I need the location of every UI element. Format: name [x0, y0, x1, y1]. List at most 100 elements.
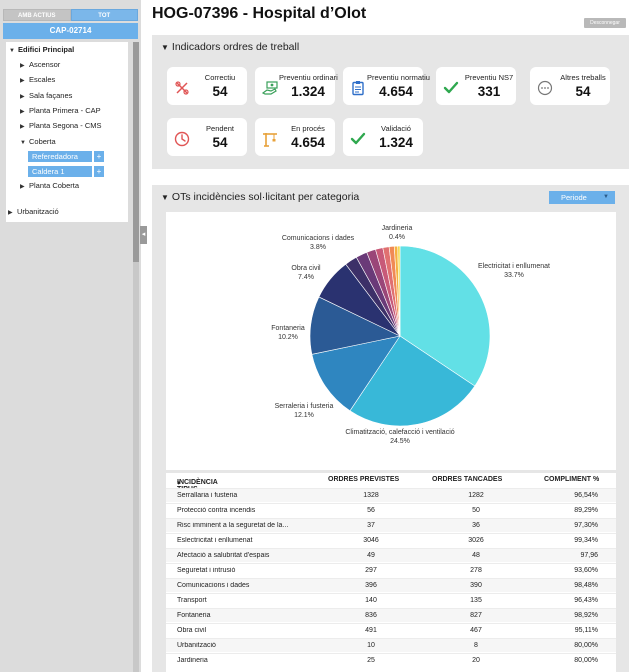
table-row[interactable]: Serrallaria i fusteria 1328 1282 96,54% — [166, 488, 616, 502]
cell-tancades: 50 — [472, 507, 480, 514]
table-row[interactable]: Risc imminent a la seguretat de la... 37 3… — [166, 518, 616, 532]
table-row[interactable]: Afectació a salubritat d'espais 49 48 97,96 — [166, 548, 616, 562]
chip-referedadora[interactable]: Referedadora — [28, 151, 92, 162]
tree-node-urbanitzacio[interactable]: ▶ Urbanització — [8, 206, 59, 218]
kpi-card-preventiu-ns7[interactable]: Preventiu NS7 331 — [436, 67, 516, 105]
cell-tancades: 8 — [474, 642, 478, 649]
clipboard-icon — [352, 81, 364, 96]
cell-tipus: Fontaneria — [177, 612, 211, 619]
kpi-value: 4.654 — [379, 84, 413, 99]
collapse-triangle-icon: ▼ — [161, 43, 169, 52]
tree-node-ascensor[interactable]: ▶ Ascensor — [20, 59, 60, 71]
cell-tancades: 135 — [470, 597, 482, 604]
kpi-value: 1.324 — [291, 84, 325, 99]
cell-tipus: Risc imminent a la seguretat de la... — [177, 522, 289, 529]
table-row[interactable]: Transport 140 135 96,43% — [166, 593, 616, 607]
table-row[interactable]: Seguretat i intrusió 297 278 93,60% — [166, 563, 616, 577]
kpi-label: Preventiu NS7 — [464, 73, 514, 82]
disconnect-button[interactable]: Desconnegar — [584, 18, 626, 28]
wrench-tools-icon — [175, 81, 189, 95]
tree-node-coberta[interactable]: ▼ Coberta — [20, 136, 56, 148]
collapsed-triangle-icon: ▶ — [20, 94, 25, 100]
pie-label: Serraleria i fusteria — [275, 403, 334, 410]
cell-previstes: 25 — [367, 657, 375, 664]
expanded-triangle-icon: ▼ — [20, 140, 26, 146]
pie-slice[interactable] — [349, 335, 476, 427]
incidents-section-title[interactable]: ▼ OTs incidències sol·licitant per catego… — [161, 191, 359, 203]
table-row[interactable]: Comunicacions i dades 396 390 98,48% — [166, 578, 616, 592]
cap-code-header: CAP-02714 — [3, 23, 138, 39]
cell-tancades: 390 — [470, 582, 482, 589]
kpi-card-preventiu-ordinari[interactable]: Preventiu ordinari 1.324 — [255, 67, 338, 105]
period-dropdown[interactable]: Periode ▼ — [549, 191, 615, 204]
table-row[interactable]: Fontaneria 836 827 98,92% — [166, 608, 616, 622]
sidebar-scrollbar-track[interactable] — [133, 42, 139, 672]
add-caldera-button[interactable]: + — [94, 166, 104, 177]
kpi-card-correctiu[interactable]: Correctiu 54 — [167, 67, 247, 105]
pie-percent-label: 3.8% — [310, 244, 326, 251]
collapsed-triangle-icon: ▶ — [20, 78, 25, 84]
kpi-value: 54 — [212, 84, 228, 99]
cell-compliment: 80,00% — [574, 642, 598, 649]
collapse-triangle-icon: ▼ — [161, 193, 169, 202]
table-row[interactable]: Jardineria 25 20 80,00% — [166, 653, 616, 667]
pie-label: Electricitat i enllumenat — [478, 263, 550, 270]
kpi-card-en-proces[interactable]: En procés 4.654 — [255, 118, 335, 156]
cell-tancades: 1282 — [468, 492, 484, 499]
kpi-label: Correctiu — [204, 73, 236, 82]
cell-tipus: Urbanització — [177, 642, 216, 649]
kpi-label: Validació — [381, 124, 411, 133]
col-header-tancades[interactable]: ORDRES TANCADES — [432, 476, 503, 483]
collapse-sidebar-handle[interactable]: ◂ — [140, 226, 147, 244]
tree-node-planta-coberta[interactable]: ▶ Planta Coberta — [20, 180, 79, 192]
tree-node-planta-primera[interactable]: ▶ Planta Primera - CAP — [20, 105, 101, 117]
tree-node-edifici-principal[interactable]: ▼ Edifici Principal — [9, 44, 74, 56]
ellipsis-circle-icon — [537, 80, 553, 96]
col-header-previstes[interactable]: ORDRES PREVISTES — [328, 476, 400, 483]
table-row[interactable]: Obra civil 491 467 95,11% — [166, 623, 616, 637]
kpi-value: 1.324 — [379, 135, 413, 150]
cell-compliment: 99,34% — [574, 537, 598, 544]
cell-compliment: 98,48% — [574, 582, 598, 589]
add-referedadora-button[interactable]: + — [94, 151, 104, 162]
tree-node-escales[interactable]: ▶ Escales — [20, 74, 55, 86]
tree-node-label: Planta Primera - CAP — [29, 106, 101, 115]
table-row[interactable]: Eslectricitat i enllumenat 3046 3026 99,34% — [166, 533, 616, 547]
cell-tancades: 3026 — [468, 537, 484, 544]
pie-label: Climatització, calefacció i ventilació — [345, 429, 454, 436]
pie-percent-label: 7.4% — [298, 274, 314, 281]
toggle-all[interactable]: TOT — [70, 9, 138, 21]
section-title-label: OTs incidències sol·licitant per categor… — [171, 191, 360, 203]
sidebar-scrollbar-thumb[interactable] — [133, 42, 139, 262]
cell-tipus: Eslectricitat i enllumenat — [177, 537, 253, 544]
clock-icon — [174, 131, 190, 147]
table-row[interactable]: Urbanització 10 8 80,00% — [166, 638, 616, 652]
chip-caldera-1[interactable]: Caldera 1 — [28, 166, 92, 177]
cell-tipus: Afectació a salubritat d'espais — [177, 552, 270, 559]
kpi-card-pendent[interactable]: Pendent 54 — [167, 118, 247, 156]
pie-percent-label: 10.2% — [278, 334, 298, 341]
tree-node-label: Coberta — [29, 137, 56, 146]
table-row[interactable]: Protecció contra incendis 56 50 89,29% — [166, 503, 616, 517]
cell-previstes: 3046 — [363, 537, 379, 544]
tree-node-sala-facanes[interactable]: ▶ Sala façanes — [20, 90, 72, 102]
cell-previstes: 37 — [367, 522, 375, 529]
cell-tipus: Comunicacions i dades — [177, 582, 250, 589]
cell-tancades: 827 — [470, 612, 482, 619]
cell-previstes: 396 — [365, 582, 377, 589]
kpi-card-validacio[interactable]: Validació 1.324 — [343, 118, 423, 156]
tree-node-planta-segona[interactable]: ▶ Planta Segona - CMS — [20, 120, 102, 132]
indicators-section-title[interactable]: ▼ Indicadors ordres de treball — [161, 41, 299, 53]
kpi-card-altres-treballs[interactable]: Altres treballs 54 — [530, 67, 610, 105]
kpi-label: Pendent — [206, 124, 234, 133]
kpi-card-preventiu-normatiu[interactable]: Preventiu normatiu 4.654 — [343, 67, 430, 105]
cell-tipus: Transport — [177, 597, 207, 604]
pie-slice[interactable] — [397, 245, 401, 337]
incidents-section: ▼ OTs incidències sol·licitant per catego… — [152, 185, 629, 672]
cell-tancades: 48 — [472, 552, 480, 559]
kpi-label: En procés — [291, 124, 325, 133]
pie-slice[interactable] — [311, 335, 401, 412]
col-header-compliment[interactable]: COMPLIMENT % — [544, 476, 600, 483]
toggle-active-only[interactable]: AMB ACTIUS — [3, 9, 71, 21]
cell-compliment: 98,92% — [574, 612, 598, 619]
